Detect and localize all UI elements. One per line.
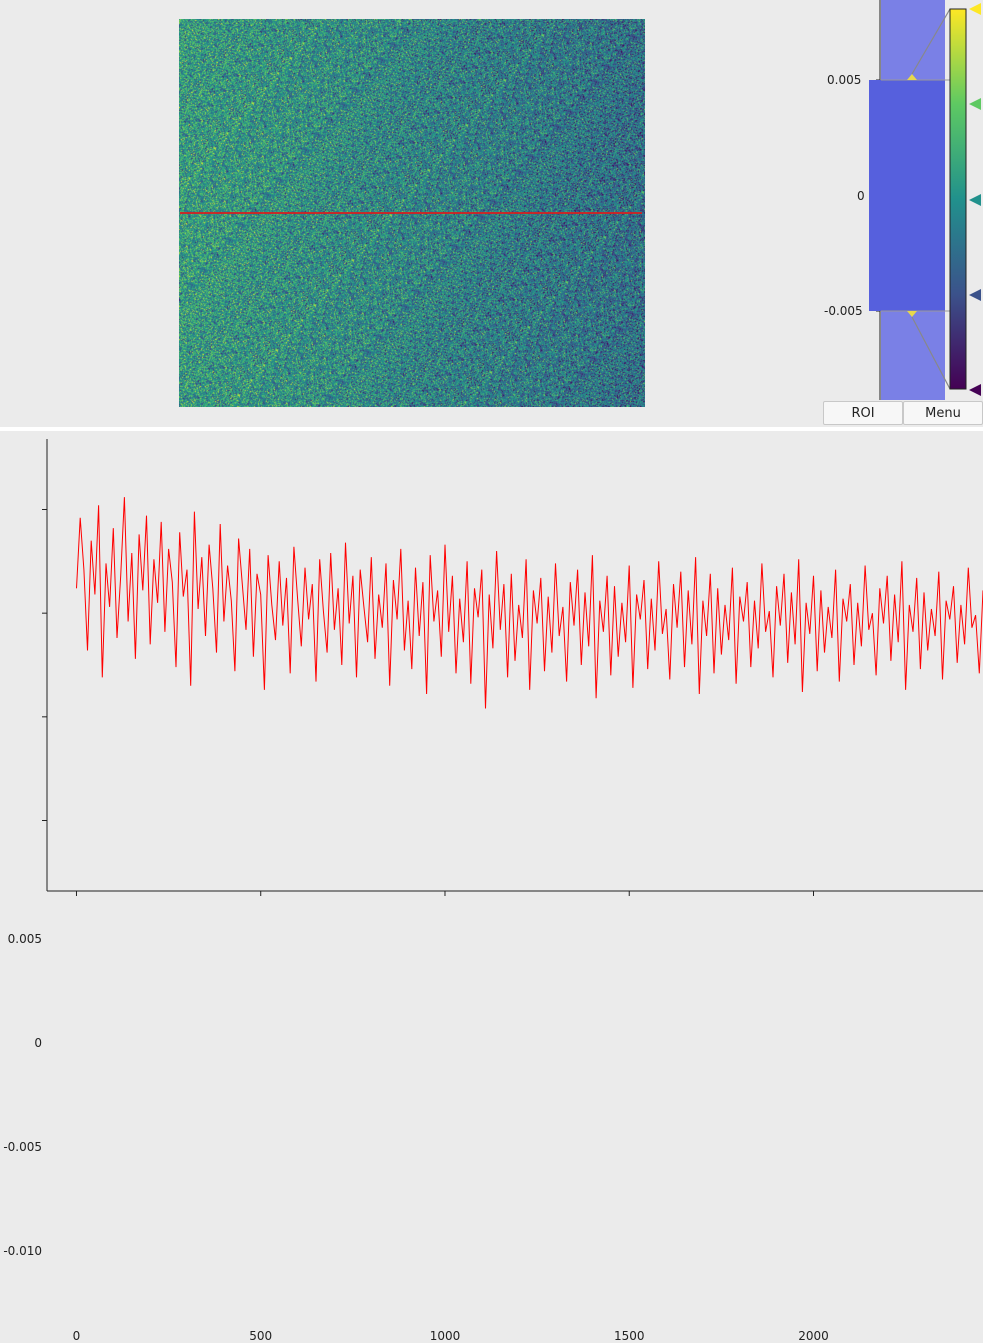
line-plot[interactable] [0,431,983,913]
y-tick-label: -0.005 [0,1140,42,1154]
axis-ticks [42,509,813,896]
x-tick-label: 500 [241,1329,281,1343]
roi-button[interactable]: ROI [823,401,903,425]
gradient-bar[interactable] [950,9,966,389]
menu-button[interactable]: Menu [903,401,983,425]
gradient-tick-icon[interactable] [969,3,981,15]
gradient-tick-icon[interactable] [969,289,981,301]
gradient-tick-icon[interactable] [969,98,981,110]
histogram-widget: 0.005 0 -0.005 [812,0,983,400]
x-tick-label: 1000 [425,1329,465,1343]
y-tick-label: 0 [0,1036,42,1050]
roi-line[interactable] [180,212,642,214]
gradient-tick-icon[interactable] [969,194,981,206]
histogram-svg [812,0,983,400]
y-tick-label: -0.010 [0,1244,42,1258]
histogram-region-outer [881,311,945,400]
histogram-region-outer [881,0,945,80]
x-tick-label: 1500 [609,1329,649,1343]
histogram-tick-label: 0.005 [827,73,861,87]
histogram-region[interactable] [869,80,945,311]
histogram-tick-label: 0 [857,189,865,203]
gradient-tick-icon[interactable] [969,384,981,396]
image-panel: 0.005 0 -0.005 ROI Menu [0,0,983,427]
series-line [77,497,983,708]
x-tick-label: 2000 [793,1329,833,1343]
x-tick-label: 0 [56,1329,96,1343]
histogram-tick-label: -0.005 [824,304,863,318]
series-polyline [77,497,983,708]
y-tick-label: 0.005 [0,932,42,946]
